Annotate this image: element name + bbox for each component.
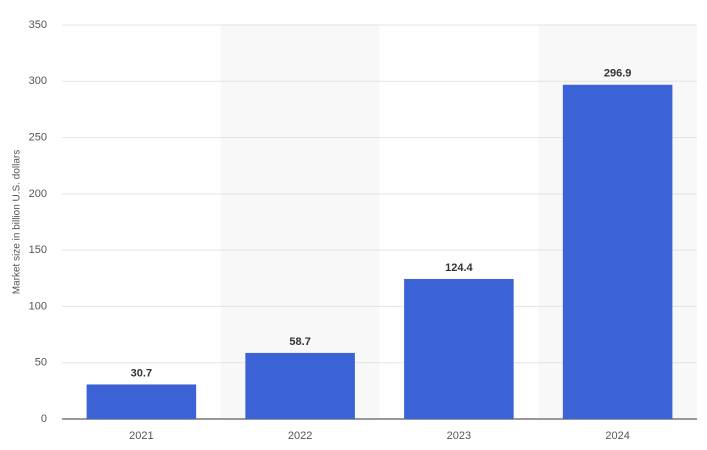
bar xyxy=(404,278,514,419)
y-tick-label: 150 xyxy=(29,244,47,256)
x-tick-label: 2024 xyxy=(605,430,629,442)
y-tick-label: 200 xyxy=(29,188,47,200)
y-tick-label: 300 xyxy=(29,75,47,87)
y-tick-label: 350 xyxy=(29,19,47,31)
x-tick-label: 2021 xyxy=(129,430,153,442)
x-tick-label: 2023 xyxy=(447,430,471,442)
x-tick-label: 2022 xyxy=(288,430,312,442)
y-tick-label: 100 xyxy=(29,300,47,312)
value-label: 58.7 xyxy=(289,336,310,348)
y-tick-label: 0 xyxy=(41,413,47,425)
y-tick-label: 50 xyxy=(35,357,47,369)
bar xyxy=(86,384,197,419)
value-label: 296.9 xyxy=(604,68,632,80)
bar xyxy=(562,84,673,420)
y-tick-label: 250 xyxy=(29,131,47,143)
bar xyxy=(245,352,355,419)
value-label: 124.4 xyxy=(445,262,473,274)
y-axis-label: Market size in billion U.S. dollars xyxy=(12,150,23,295)
value-label: 30.7 xyxy=(131,367,152,379)
